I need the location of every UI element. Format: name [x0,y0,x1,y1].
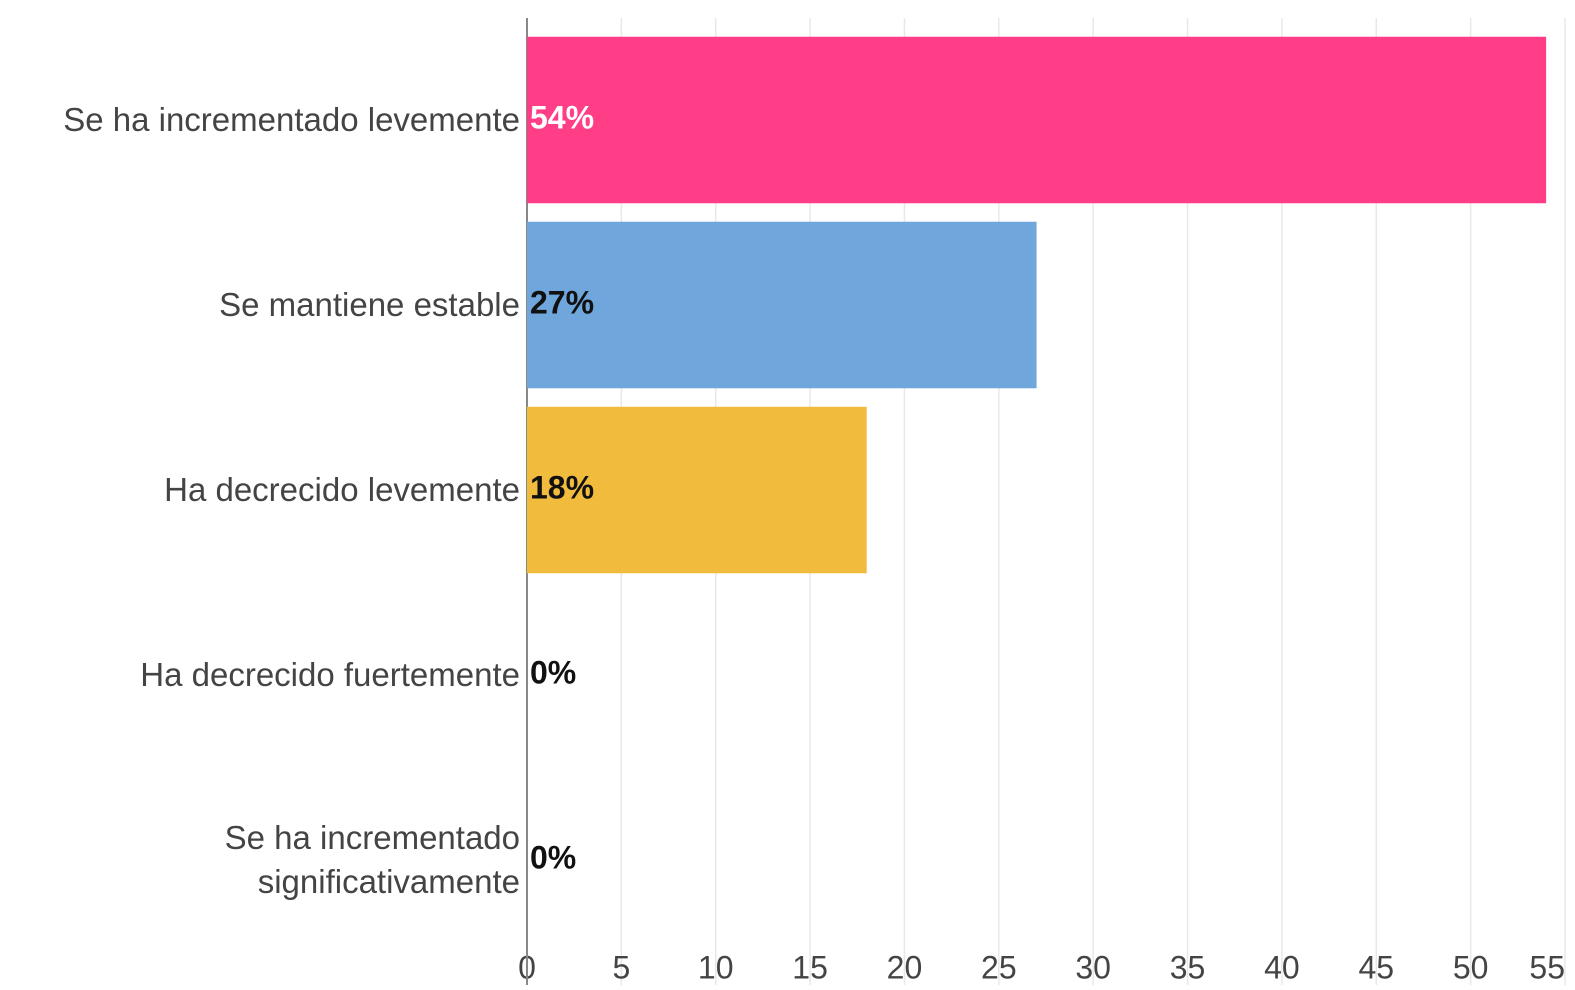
x-tick-label: 55 [1529,949,1565,985]
x-tick-label: 45 [1358,949,1394,985]
x-tick-label: 30 [1075,949,1111,985]
x-tick-label: 5 [612,949,630,985]
x-tick-label: 10 [698,949,734,985]
data-label: 54% [530,99,594,135]
y-tick-label: Se mantiene estable [219,286,520,323]
x-tick-label: 25 [981,949,1017,985]
x-tick-label: 15 [792,949,828,985]
y-tick-label: Se ha incrementado levemente [63,101,520,138]
bar [527,36,1547,204]
x-tick-label: 50 [1453,949,1489,985]
data-label: 0% [530,839,576,875]
y-tick-label: Ha decrecido fuertemente [140,656,520,693]
x-tick-label: 40 [1264,949,1300,985]
x-tick-label: 35 [1170,949,1206,985]
x-tick-label: 20 [887,949,923,985]
bar [527,221,1037,389]
y-tick-label: Se ha incrementado significativamente [224,819,520,900]
data-label: 27% [530,284,594,320]
bar [527,406,867,574]
data-label: 0% [530,654,576,690]
y-tick-label: Ha decrecido levemente [164,471,520,508]
data-label: 18% [530,469,594,505]
